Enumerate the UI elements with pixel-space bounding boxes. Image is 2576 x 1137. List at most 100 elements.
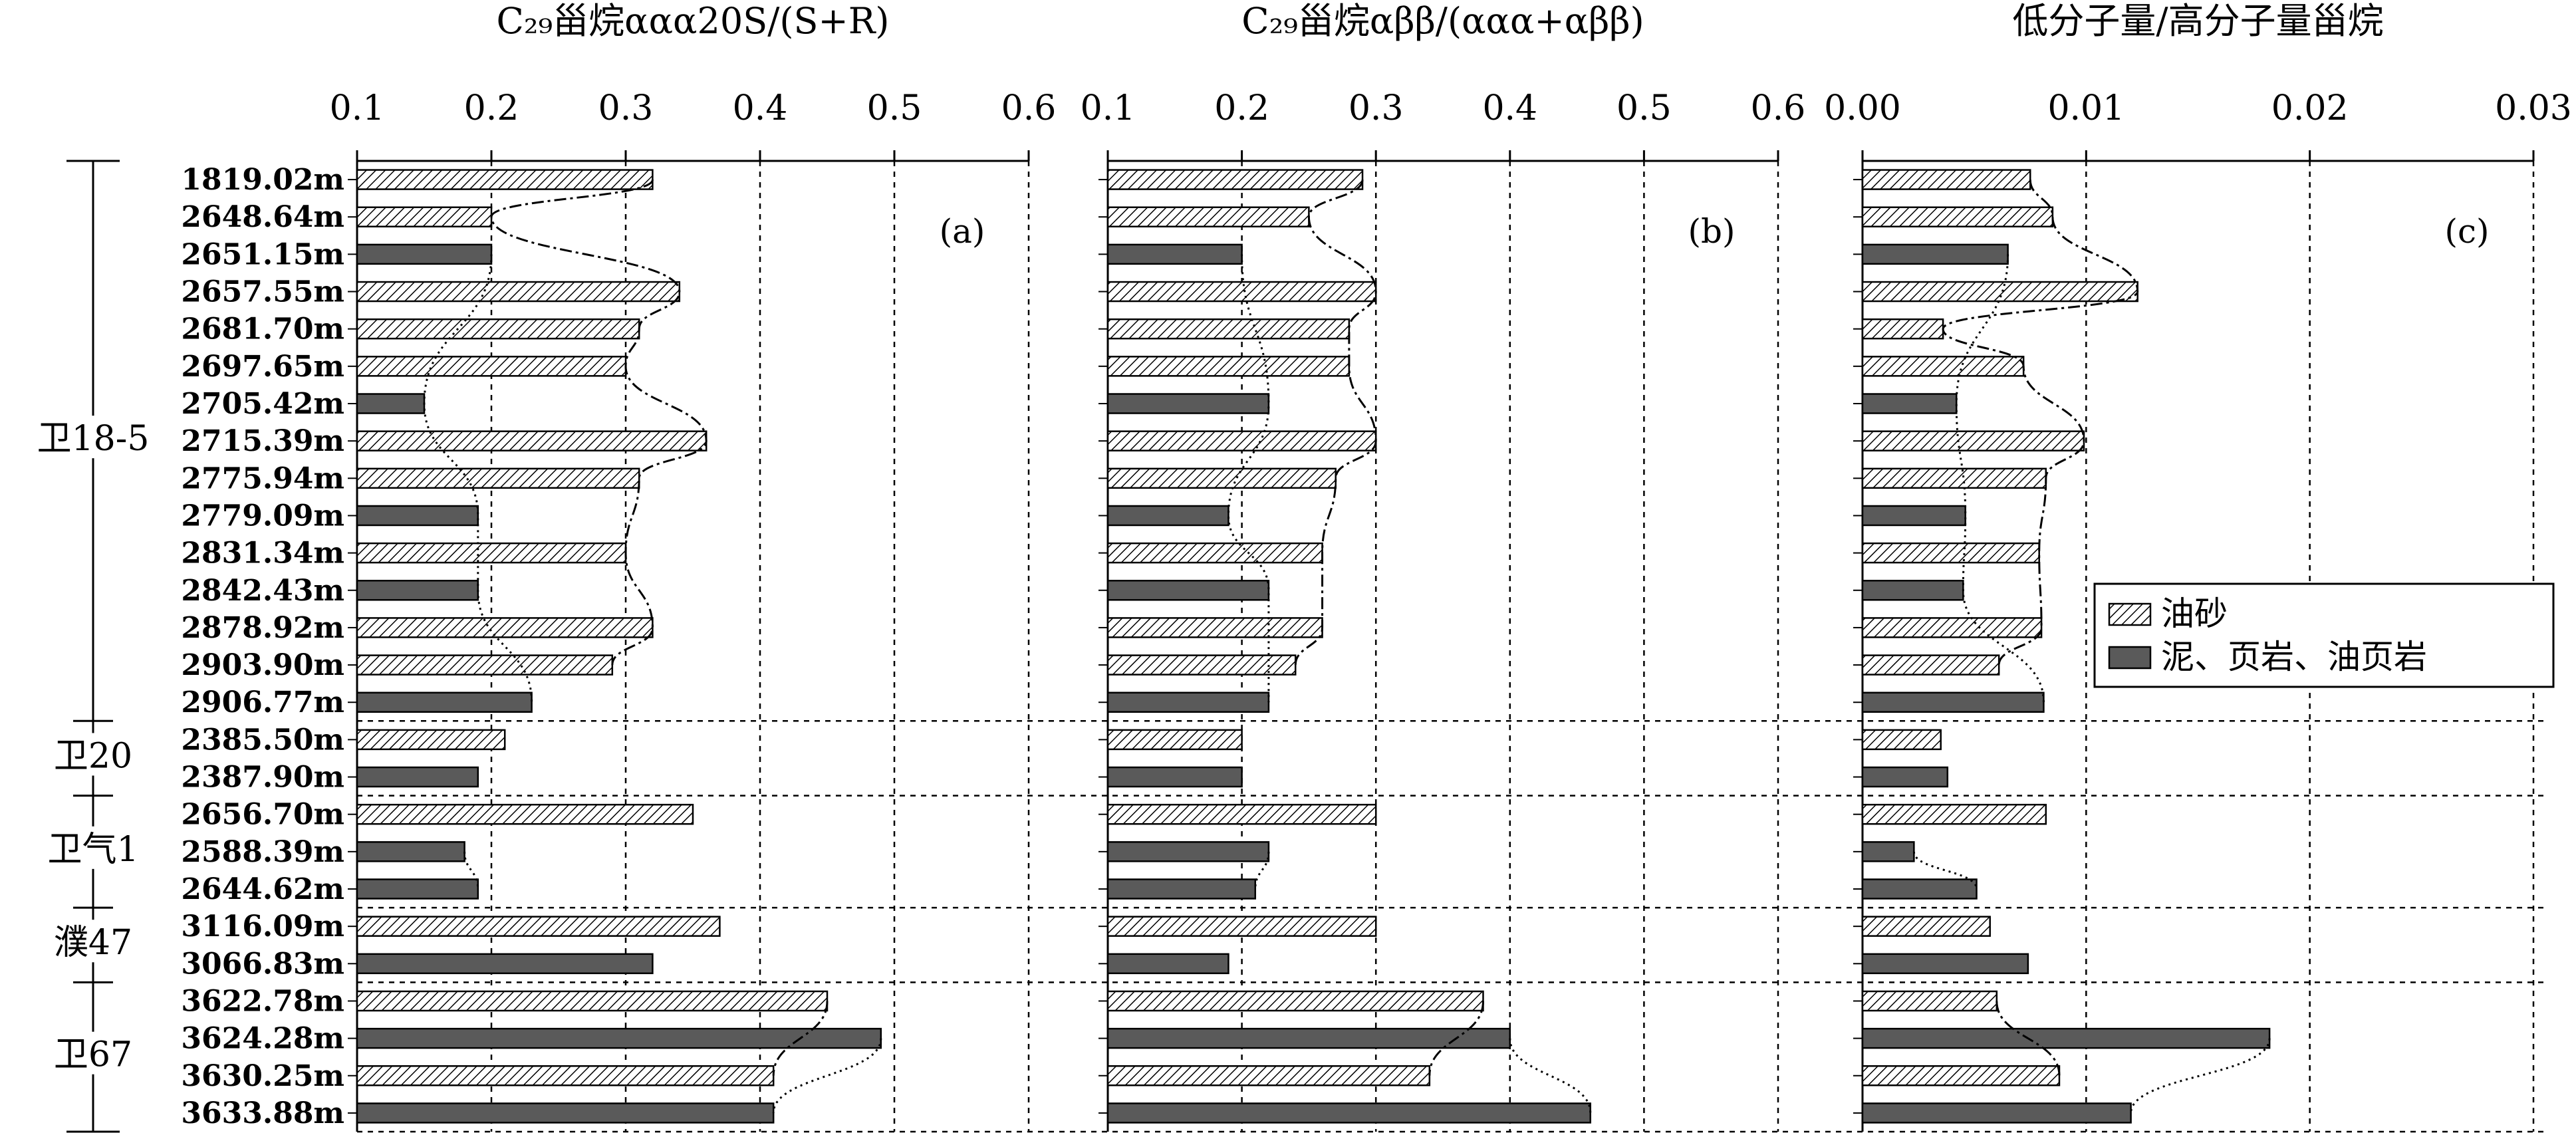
bar-oil-sand (1861, 206, 2054, 227)
bar-mudstone (1106, 766, 1243, 788)
depth-label: 2656.70m (181, 798, 344, 832)
oil-sand-trend-line (1294, 179, 1377, 666)
bar-mudstone (1106, 505, 1229, 527)
mudstone-trend-line (772, 1038, 882, 1114)
bar-oil-sand (1106, 617, 1323, 638)
bar-oil-sand (1106, 169, 1364, 190)
bar-oil-sand (1106, 356, 1351, 377)
bar-oil-sand (356, 990, 829, 1012)
x-tick-label: 0.4 (733, 88, 788, 128)
bar-mudstone (1106, 841, 1270, 862)
legend-swatch-mudstone (2108, 646, 2152, 670)
x-tick-label: 0.1 (330, 88, 385, 128)
bar-oil-sand (1106, 206, 1310, 227)
bar-oil-sand (1861, 990, 1998, 1012)
bar-oil-sand (356, 654, 614, 676)
bar-oil-sand (1106, 318, 1351, 340)
x-tick-label: 0.5 (1616, 88, 1672, 128)
bar-oil-sand (356, 729, 506, 751)
bar-mudstone (1861, 243, 2009, 265)
bar-oil-sand (1106, 281, 1377, 303)
x-tick-label: 0.2 (1214, 88, 1269, 128)
mudstone-trend-line (463, 851, 479, 890)
well-label: 卫气1 (47, 830, 138, 870)
depth-label: 2878.92m (181, 611, 344, 645)
panel-label: (b) (1688, 212, 1735, 251)
depth-label: 2715.39m (181, 424, 344, 458)
x-tick-label: 0.02 (2271, 88, 2349, 128)
bar-oil-sand (1106, 542, 1323, 564)
legend: 油砂泥、页岩、油页岩 (2093, 582, 2555, 688)
well-label-bg (41, 733, 146, 776)
bar-oil-sand (1861, 654, 2000, 676)
bar-mudstone (356, 505, 479, 527)
bar-mudstone (356, 878, 479, 900)
bar-mudstone (1861, 953, 2029, 975)
bar-mudstone (1861, 841, 1915, 862)
legend-swatch-oil-sand (2108, 602, 2152, 626)
bar-mudstone (356, 243, 493, 265)
depth-label: 2697.65m (181, 350, 344, 384)
bar-mudstone (1106, 878, 1257, 900)
legend-label-oil-sand: 油砂 (2161, 594, 2228, 633)
x-tick-label: 0.00 (1824, 88, 1901, 128)
depth-label: 2588.39m (181, 835, 344, 869)
bar-oil-sand (356, 467, 640, 489)
panel-title: C₂₉甾烷αββ/(ααα+αββ) (1241, 0, 1644, 42)
panel-title: C₂₉甾烷ααα20S/(S+R) (497, 0, 890, 42)
depth-label: 2387.90m (181, 761, 344, 795)
depth-label: 2385.50m (181, 723, 344, 757)
depth-label: 2657.55m (181, 275, 344, 309)
bar-oil-sand (356, 206, 493, 227)
bar-mudstone (1861, 1102, 2132, 1124)
well-label-bg (41, 920, 146, 963)
depth-label: 3633.88m (181, 1096, 344, 1130)
depth-label: 3066.83m (181, 947, 344, 981)
depth-label: 3630.25m (181, 1059, 344, 1093)
well-label-bg (10, 416, 176, 459)
bar-mudstone (1106, 393, 1270, 414)
bar-mudstone (356, 1027, 882, 1049)
depth-label: 2651.15m (181, 237, 344, 271)
bar-oil-sand (1861, 542, 2040, 564)
x-tick-label: 0.6 (1751, 88, 1806, 128)
bar-mudstone (1106, 692, 1270, 713)
bar-mudstone (1106, 243, 1243, 265)
bar-oil-sand (1861, 281, 2138, 303)
depth-label: 2644.62m (181, 872, 344, 906)
bar-oil-sand (1861, 617, 2043, 638)
x-tick-label: 0.1 (1081, 88, 1136, 128)
depth-label: 2831.34m (181, 537, 344, 570)
depth-label: 2779.09m (181, 499, 344, 533)
bar-mudstone (1106, 1027, 1511, 1049)
bar-oil-sand (1106, 430, 1377, 451)
panel-label: (c) (2444, 212, 2489, 251)
bar-oil-sand (1861, 169, 2031, 190)
depth-label: 2681.70m (181, 313, 344, 346)
bar-mudstone (356, 953, 654, 975)
bar-oil-sand (1106, 916, 1377, 937)
oil-sand-trend-line (1942, 179, 2139, 666)
depth-label: 3116.09m (181, 910, 344, 944)
depth-label: 2842.43m (181, 574, 344, 608)
mudstone-trend-line (1955, 254, 2045, 703)
bar-oil-sand (356, 803, 694, 825)
x-tick-label: 0.4 (1482, 88, 1537, 128)
mudstone-trend-line (423, 254, 533, 703)
bar-oil-sand (1106, 654, 1297, 676)
mudstone-trend-line (1912, 851, 1978, 890)
bar-mudstone (356, 580, 479, 601)
mudstone-trend-line (1254, 851, 1270, 890)
bar-mudstone (1861, 505, 1966, 527)
legend-box (2093, 582, 2555, 688)
bar-oil-sand (1861, 1065, 2061, 1086)
bar-mudstone (1106, 953, 1229, 975)
bar-oil-sand (1861, 430, 2085, 451)
oil-sand-trend-line (490, 179, 708, 666)
depth-label: 2705.42m (181, 387, 344, 421)
bar-oil-sand (1106, 803, 1377, 825)
depth-label: 2648.64m (181, 200, 344, 234)
bar-oil-sand (1106, 467, 1337, 489)
bar-oil-sand (356, 1065, 775, 1086)
